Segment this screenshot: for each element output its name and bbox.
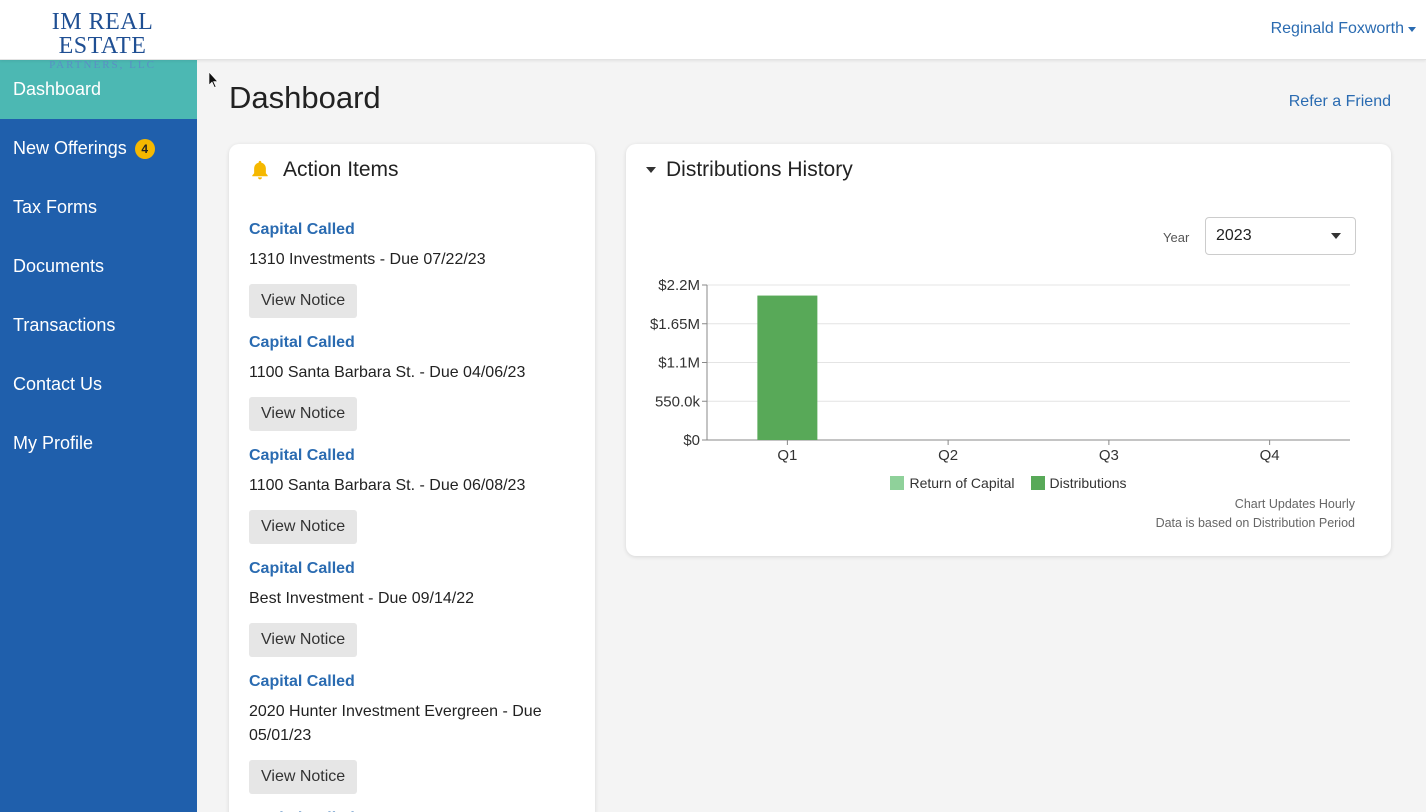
view-notice-button[interactable]: View Notice — [249, 397, 358, 431]
action-item-description: 2020 Hunter Investment Evergreen - Due 0… — [249, 703, 542, 744]
legend-swatch — [1030, 476, 1045, 490]
sidebar-item-label: New Offerings — [13, 138, 127, 158]
list-item: Capital Called 1310 Investments - Due 07… — [249, 220, 569, 318]
user-menu[interactable]: Reginald Foxworth — [1271, 20, 1416, 38]
chart-update-note: Chart Updates Hourly — [1234, 497, 1355, 511]
legend-entry-distributions[interactable]: Distributions — [1030, 475, 1127, 491]
y-tick-label: $2.2M — [658, 277, 700, 294]
chevron-down-icon — [1331, 233, 1341, 239]
sidebar-item-contact-us[interactable]: Contact Us — [0, 355, 197, 414]
sidebar-item-label: My Profile — [13, 433, 94, 453]
list-item: Capital Called 1100 Santa Barbara St. - … — [249, 446, 569, 544]
bar-distributions-q1 — [757, 295, 818, 440]
distributions-history-card: Distributions History Year 2023 $0 550.0k… — [626, 144, 1391, 556]
list-item: Capital Called 2020 Hunter Investment Ev… — [249, 672, 569, 794]
y-tick-label: 550.0k — [655, 393, 701, 410]
action-items-header: Action Items — [249, 158, 399, 182]
bell-icon — [252, 160, 268, 180]
page-title: Dashboard — [229, 80, 381, 115]
sidebar-item-label: Tax Forms — [13, 197, 98, 217]
year-label: Year — [1163, 230, 1190, 245]
capital-called-link[interactable]: Capital Called — [249, 673, 355, 690]
mouse-cursor-icon — [209, 72, 219, 88]
list-item: Capital Called 1100 Santa Barbara St. - … — [249, 333, 569, 431]
capital-called-link[interactable]: Capital Called — [249, 809, 569, 812]
legend-swatch — [890, 476, 905, 490]
user-name: Reginald Foxworth — [1270, 20, 1404, 37]
main-content: Dashboard Refer a Friend Action Items Ca… — [197, 60, 1426, 812]
year-select[interactable]: 2023 — [1205, 217, 1356, 255]
view-notice-button[interactable]: View Notice — [249, 623, 358, 657]
company-logo[interactable]: IM REAL ESTATE PARTNERS, LLC — [10, 10, 195, 72]
x-tick-label: Q4 — [1260, 447, 1280, 464]
x-tick-label: Q2 — [938, 447, 958, 464]
sidebar-item-my-profile[interactable]: My Profile — [0, 414, 197, 473]
sidebar-item-label: Transactions — [13, 315, 116, 335]
view-notice-button[interactable]: View Notice — [249, 510, 358, 544]
caret-down-icon — [646, 167, 656, 173]
legend-label: Distributions — [1049, 475, 1127, 491]
legend-label: Return of Capital — [909, 475, 1015, 491]
chevron-down-icon — [1408, 26, 1416, 32]
list-item: Capital Called — [249, 809, 569, 812]
sidebar-item-new-offerings[interactable]: New Offerings 4 — [0, 119, 197, 178]
sidebar-item-label: Documents — [13, 256, 105, 276]
action-items-title: Action Items — [283, 158, 399, 181]
refer-a-friend-link[interactable]: Refer a Friend — [1288, 93, 1391, 110]
distributions-bar-chart: $0 550.0k $1.1M $1.65M $2.2M Q1 Q2 Q3 Q4 — [650, 277, 1350, 464]
distributions-history-toggle[interactable]: Distributions History — [646, 158, 853, 182]
action-item-description: 1100 Santa Barbara St. - Due 04/06/23 — [249, 364, 526, 381]
capital-called-link[interactable]: Capital Called — [249, 334, 355, 351]
sidebar-item-documents[interactable]: Documents — [0, 237, 197, 296]
chart-period-note: Data is based on Distribution Period — [1155, 516, 1355, 530]
x-tick-label: Q3 — [1099, 447, 1119, 464]
capital-called-link[interactable]: Capital Called — [249, 447, 355, 464]
sidebar-item-tax-forms[interactable]: Tax Forms — [0, 178, 197, 237]
y-tick-label: $0 — [683, 432, 700, 449]
legend-entry-return-of-capital[interactable]: Return of Capital — [890, 475, 1015, 491]
view-notice-button[interactable]: View Notice — [249, 760, 358, 794]
sidebar-item-label: Contact Us — [13, 374, 103, 394]
top-bar: IM REAL ESTATE PARTNERS, LLC Reginald Fo… — [0, 0, 1426, 71]
y-tick-label: $1.65M — [650, 316, 700, 333]
chart-legend: Return of Capital Distributions — [626, 475, 1391, 491]
capital-called-link[interactable]: Capital Called — [249, 560, 355, 577]
y-tick-label: $1.1M — [658, 355, 700, 372]
notification-badge: 4 — [134, 138, 155, 159]
sidebar: Dashboard New Offerings 4 Tax Forms Docu… — [0, 60, 197, 812]
list-item: Capital Called Best Investment - Due 09/… — [249, 559, 569, 657]
action-item-description: Best Investment - Due 09/14/22 — [249, 590, 475, 607]
logo-sub-text: PARTNERS, LLC — [49, 59, 156, 71]
sidebar-item-dashboard[interactable]: Dashboard — [0, 60, 197, 119]
action-item-description: 1310 Investments - Due 07/22/23 — [249, 251, 486, 268]
capital-called-link[interactable]: Capital Called — [249, 221, 355, 238]
logo-main-text: IM REAL ESTATE — [51, 9, 154, 59]
distributions-history-title: Distributions History — [666, 158, 853, 181]
x-tick-label: Q1 — [777, 447, 797, 464]
sidebar-item-transactions[interactable]: Transactions — [0, 296, 197, 355]
action-items-card: Action Items Capital Called 1310 Investm… — [229, 144, 595, 812]
action-items-list: Capital Called 1310 Investments - Due 07… — [249, 220, 569, 812]
year-select-value: 2023 — [1216, 227, 1252, 244]
action-item-description: 1100 Santa Barbara St. - Due 06/08/23 — [249, 477, 526, 494]
sidebar-item-label: Dashboard — [13, 79, 102, 99]
view-notice-button[interactable]: View Notice — [249, 284, 358, 318]
